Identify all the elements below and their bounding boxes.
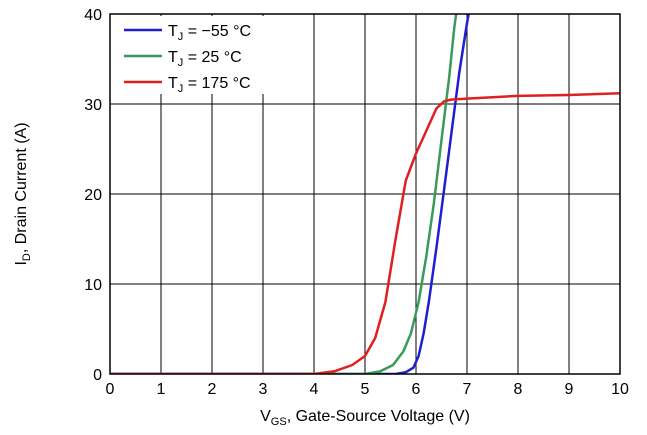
x-tick-label: 9 (565, 381, 574, 398)
x-axis-title: VGS, Gate-Source Voltage (V) (260, 408, 470, 428)
series-lines (110, 14, 620, 374)
legend-label-main: T (168, 23, 178, 40)
series-line-2 (110, 91, 620, 374)
legend-label-rest: = 175 °C (183, 75, 250, 92)
y-axis-title-sub: D (21, 253, 33, 261)
plot-border (109, 13, 621, 375)
x-axis-title-rest: , Gate-Source Voltage (V) (287, 408, 470, 425)
x-tick-label: 10 (611, 381, 629, 398)
x-tick-label: 1 (157, 381, 166, 398)
series-line-1 (110, 14, 458, 374)
y-tick-label: 0 (93, 367, 102, 384)
legend-label-tj-25: TJ = 25 °C (168, 49, 242, 69)
y-tick-label: 20 (84, 187, 102, 204)
legend-label-main: T (168, 49, 178, 66)
legend-label-tj-minus55: TJ = −55 °C (168, 23, 251, 43)
x-tick-label: 4 (310, 381, 319, 398)
legend-label-sub: J (178, 31, 184, 43)
x-tick-label: 2 (208, 381, 217, 398)
x-axis-title-main: V (260, 408, 271, 425)
legend-label-sub: J (178, 57, 184, 69)
legend-label-tj-175: TJ = 175 °C (168, 75, 251, 95)
x-tick-label: 8 (514, 381, 523, 398)
x-tick-label: 5 (361, 381, 370, 398)
legend-label-rest: = −55 °C (183, 23, 251, 40)
series-line-0 (110, 14, 470, 374)
y-tick-label: 30 (84, 97, 102, 114)
y-axis-title-rest: , Drain Current (A) (13, 122, 30, 253)
x-tick-label: 0 (106, 381, 115, 398)
x-tick-label: 3 (259, 381, 268, 398)
x-tick-label: 6 (412, 381, 421, 398)
legend: TJ = −55 °C TJ = 25 °C TJ = 175 °C (116, 16, 288, 95)
x-tick-label: 7 (463, 381, 472, 398)
y-tick-labels: 0 10 20 30 40 (84, 7, 102, 384)
x-axis-title-sub: GS (271, 416, 287, 428)
legend-label-sub: J (178, 83, 184, 95)
x-tick-labels: 0 1 2 3 4 5 6 7 8 9 10 (106, 381, 629, 398)
y-tick-label: 10 (84, 277, 102, 294)
y-tick-label: 40 (84, 7, 102, 24)
y-axis-title: ID, Drain Current (A) (13, 122, 33, 265)
legend-label-rest: = 25 °C (183, 49, 241, 66)
legend-label-main: T (168, 75, 178, 92)
y-axis-title-main: I (13, 261, 30, 265)
